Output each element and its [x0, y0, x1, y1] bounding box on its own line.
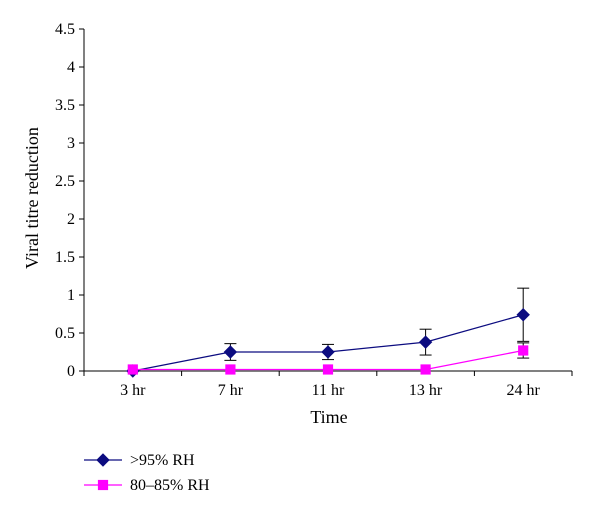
- x-axis-ticks: 3 hr 7 hr 11 hr 13 hr 24 hr: [83, 371, 573, 399]
- x-tick-label: 11 hr: [312, 382, 345, 399]
- y-tick-label: 4.5: [55, 21, 75, 38]
- y-tick-label: 1: [67, 287, 75, 304]
- data-point: [418, 335, 433, 349]
- data-point: [322, 364, 334, 375]
- legend-item: 80–85% RH: [84, 477, 210, 494]
- x-tick-label: 7 hr: [218, 382, 244, 399]
- y-axis-title: Viral titre reduction: [22, 127, 42, 269]
- x-tick-label: 13 hr: [409, 382, 443, 399]
- data-point: [223, 345, 238, 359]
- y-tick-label: 3.5: [55, 97, 75, 114]
- y-tick-label: 1.5: [55, 249, 75, 266]
- data-point: [321, 345, 335, 359]
- data-point: [518, 345, 529, 356]
- series-1: [126, 287, 530, 378]
- axes: [83, 29, 572, 372]
- data-point: [420, 364, 431, 375]
- y-tick-label: 3: [67, 135, 75, 152]
- legend-label: >95% RH: [130, 452, 195, 469]
- legend: >95% RH 80–85% RH: [84, 452, 210, 494]
- y-tick-label: 0.5: [55, 325, 75, 342]
- series-layer: [126, 287, 530, 378]
- y-axis-ticks: 0 0.5 1 1.5 2 2.5 3 3.5 4 4.5: [55, 21, 84, 380]
- x-tick-label: 24 hr: [507, 382, 541, 399]
- y-tick-label: 4: [67, 59, 75, 76]
- x-tick-label: 3 hr: [120, 382, 146, 399]
- x-axis-title: Time: [310, 407, 347, 427]
- data-point: [225, 364, 236, 375]
- legend-item: >95% RH: [84, 452, 195, 469]
- legend-marker: [96, 453, 110, 467]
- data-point: [516, 308, 530, 322]
- legend-marker: [97, 479, 109, 491]
- series-line: [132, 314, 524, 372]
- data-point: [127, 364, 138, 375]
- series-2: [127, 342, 530, 375]
- y-tick-label: 2: [67, 211, 75, 228]
- y-tick-label: 2.5: [55, 173, 75, 190]
- y-tick-label: 0: [67, 363, 75, 380]
- legend-label: 80–85% RH: [130, 477, 210, 494]
